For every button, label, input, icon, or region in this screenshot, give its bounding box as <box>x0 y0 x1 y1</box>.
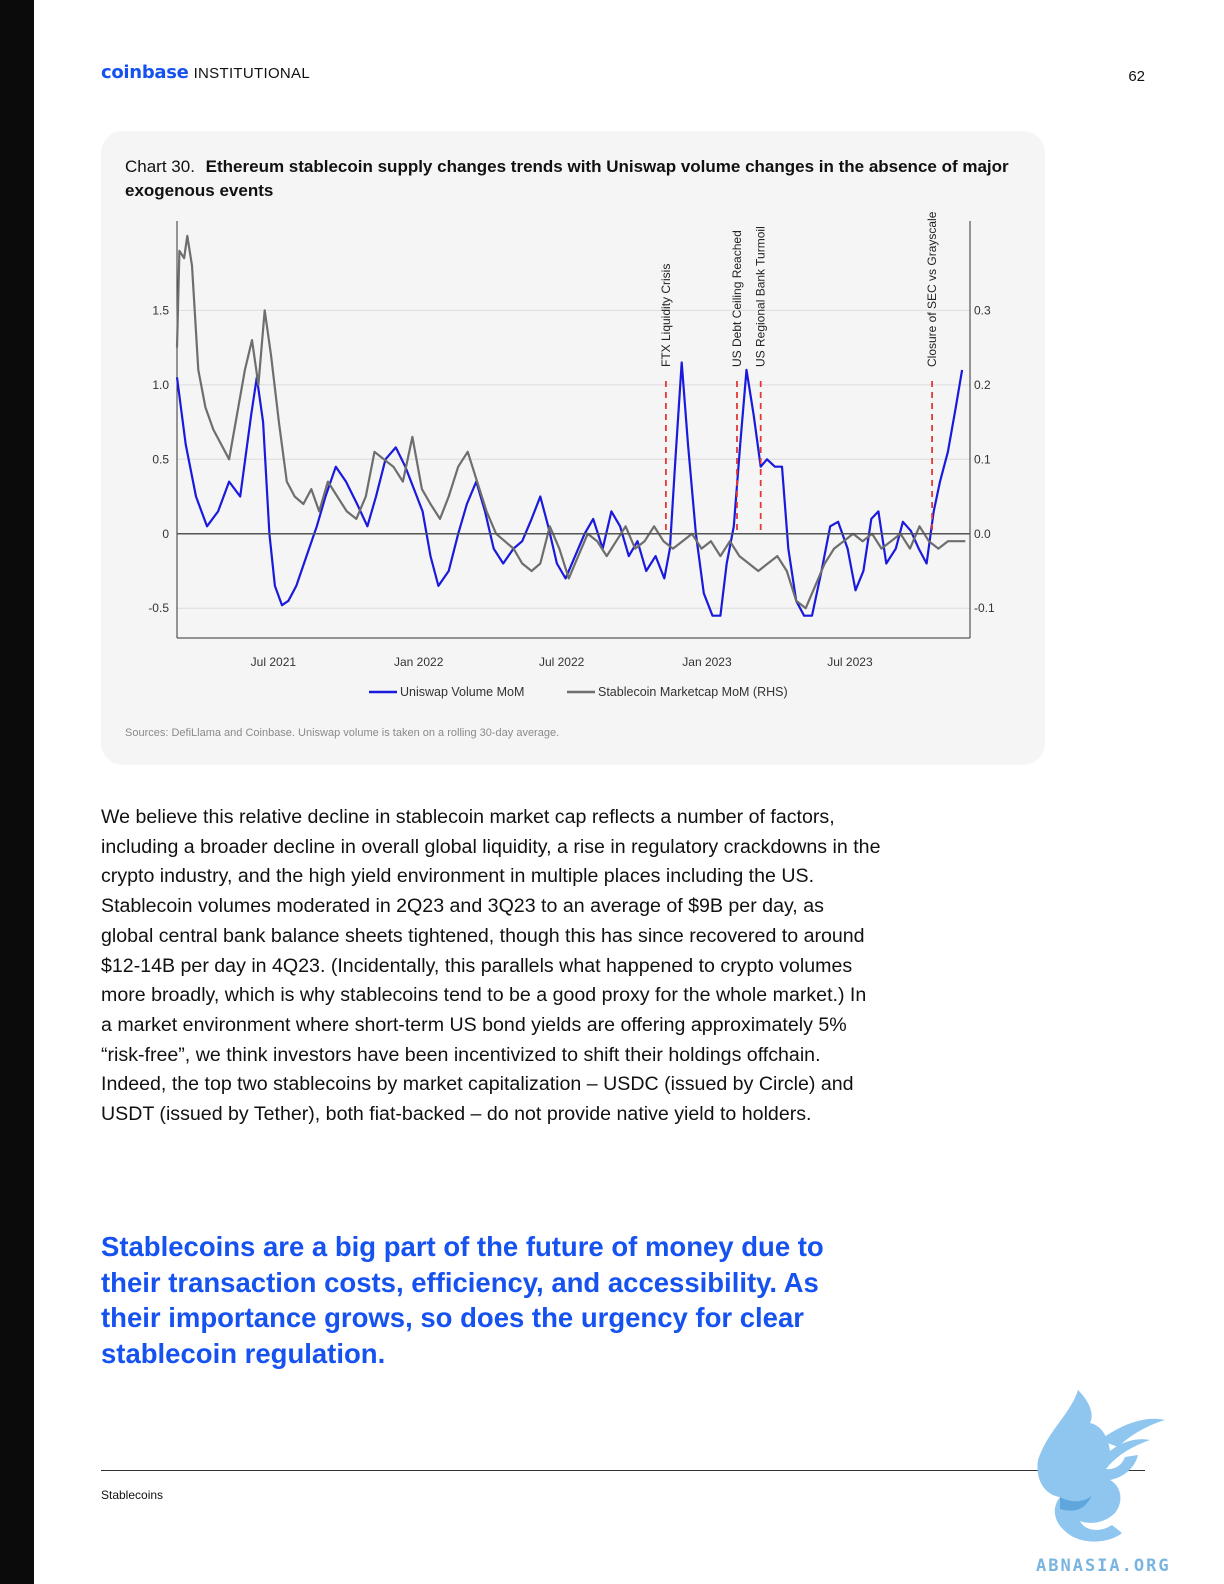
page-header: coinbase INSTITUTIONAL <box>101 62 310 83</box>
page-number: 62 <box>1128 68 1145 85</box>
watermark-text: ABNASIA.ORG <box>1036 1556 1171 1576</box>
event-marker-label: US Debt Ceiling Reached <box>730 230 744 367</box>
legend-label: Uniswap Volume MoM <box>400 685 524 699</box>
y-left-tick-label: 1.0 <box>152 378 169 392</box>
event-marker-label: FTX Liquidity Crisis <box>659 264 673 367</box>
y-right-tick-label: 0.2 <box>974 378 991 392</box>
series-line-stablecoin-marketcap <box>175 234 966 610</box>
x-tick-label: Jan 2023 <box>682 655 732 669</box>
chart-card: Chart 30. Ethereum stablecoin supply cha… <box>101 131 1045 765</box>
y-right-tick-label: 0.0 <box>974 527 991 541</box>
chart-title: Chart 30. Ethereum stablecoin supply cha… <box>125 155 1025 203</box>
chart-plot: 1.5 1.0 0.5 0 -0.5 0.3 0.2 0.1 0.0 -0.1 Jul 2021 Ja… <box>148 211 995 699</box>
y-right-tick-label: 0.3 <box>974 303 991 317</box>
footer-section-label: Stablecoins <box>101 1488 164 1502</box>
x-tick-label: Jul 2023 <box>827 655 873 669</box>
left-edge-bar <box>0 0 34 1584</box>
y-left-tick-label: 1.5 <box>152 303 169 317</box>
brand-logo[interactable]: coinbase <box>101 62 189 83</box>
x-tick-label: Jul 2021 <box>251 655 297 669</box>
y-left-tick-label: 0.5 <box>152 452 169 466</box>
pull-quote: Stablecoins are a big part of the future… <box>101 1231 824 1369</box>
body-paragraph: We believe this relative decline in stab… <box>101 806 881 1126</box>
y-right-tick-label: -0.1 <box>974 601 995 615</box>
brand-subtitle: INSTITUTIONAL <box>193 65 310 82</box>
y-right-tick-label: 0.1 <box>974 452 991 466</box>
event-marker-label: US Regional Bank Turmoil <box>754 226 768 367</box>
y-left-tick-label: -0.5 <box>148 601 169 615</box>
legend-label: Stablecoin Marketcap MoM (RHS) <box>598 685 788 699</box>
x-tick-label: Jul 2022 <box>539 655 585 669</box>
dragon-logo-icon <box>1037 1390 1165 1542</box>
y-left-tick-label: 0 <box>162 527 169 541</box>
chart-title-text: Ethereum stablecoin supply changes trend… <box>125 157 1009 200</box>
event-marker-label: Closure of SEC vs Grayscale <box>925 211 939 367</box>
footer-divider <box>101 1470 1145 1471</box>
chart-number: Chart 30. <box>125 157 195 176</box>
chart-source: Sources: DefiLlama and Coinbase. Uniswap… <box>125 727 560 739</box>
x-tick-label: Jan 2022 <box>394 655 444 669</box>
